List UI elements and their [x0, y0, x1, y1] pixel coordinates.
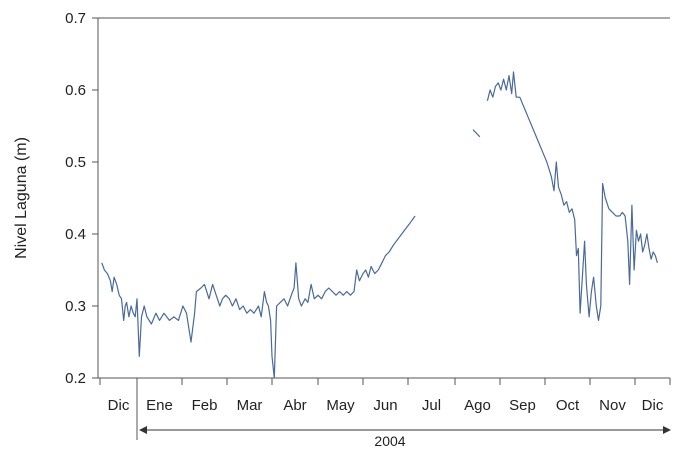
x-tick-label: Oct [556, 397, 580, 414]
x-tick-label: Sep [509, 397, 536, 414]
y-axis-title: Nivel Laguna (m) [13, 137, 30, 259]
y-tick-label: 0.7 [65, 10, 86, 27]
series-line-segment [472, 129, 481, 138]
y-tick-label: 0.4 [65, 226, 86, 243]
year-range-arrow-right [663, 426, 671, 434]
y-tick-label: 0.6 [65, 82, 86, 99]
x-tick-label: Jun [373, 397, 397, 414]
x-tick-label: Mar [237, 397, 263, 414]
x-tick-label: Jul [422, 397, 441, 414]
series-line-segment [486, 71, 658, 321]
plot-area [101, 71, 658, 379]
axes [92, 17, 671, 440]
x-tick-label: Ago [464, 397, 491, 414]
x-tick-label: Ene [146, 397, 173, 414]
x-tick-label: Abr [283, 397, 306, 414]
x-tick-label: Dic [108, 397, 130, 414]
y-tick-label: 0.3 [65, 298, 86, 315]
year-label: 2004 [374, 433, 405, 449]
labels: 0.2 0.3 0.4 0.5 0.6 0.7 Nivel Laguna (m) Dic Ene… [13, 10, 664, 449]
x-tick-label: May [326, 397, 355, 414]
x-tick-label: Feb [192, 397, 218, 414]
year-range-arrow-left [139, 426, 147, 434]
y-tick-label: 0.2 [65, 370, 86, 387]
y-tick-label: 0.5 [65, 154, 86, 171]
x-tick-label: Dic [642, 397, 664, 414]
series-line-segment [101, 215, 416, 379]
x-tick-label: Nov [599, 397, 626, 414]
